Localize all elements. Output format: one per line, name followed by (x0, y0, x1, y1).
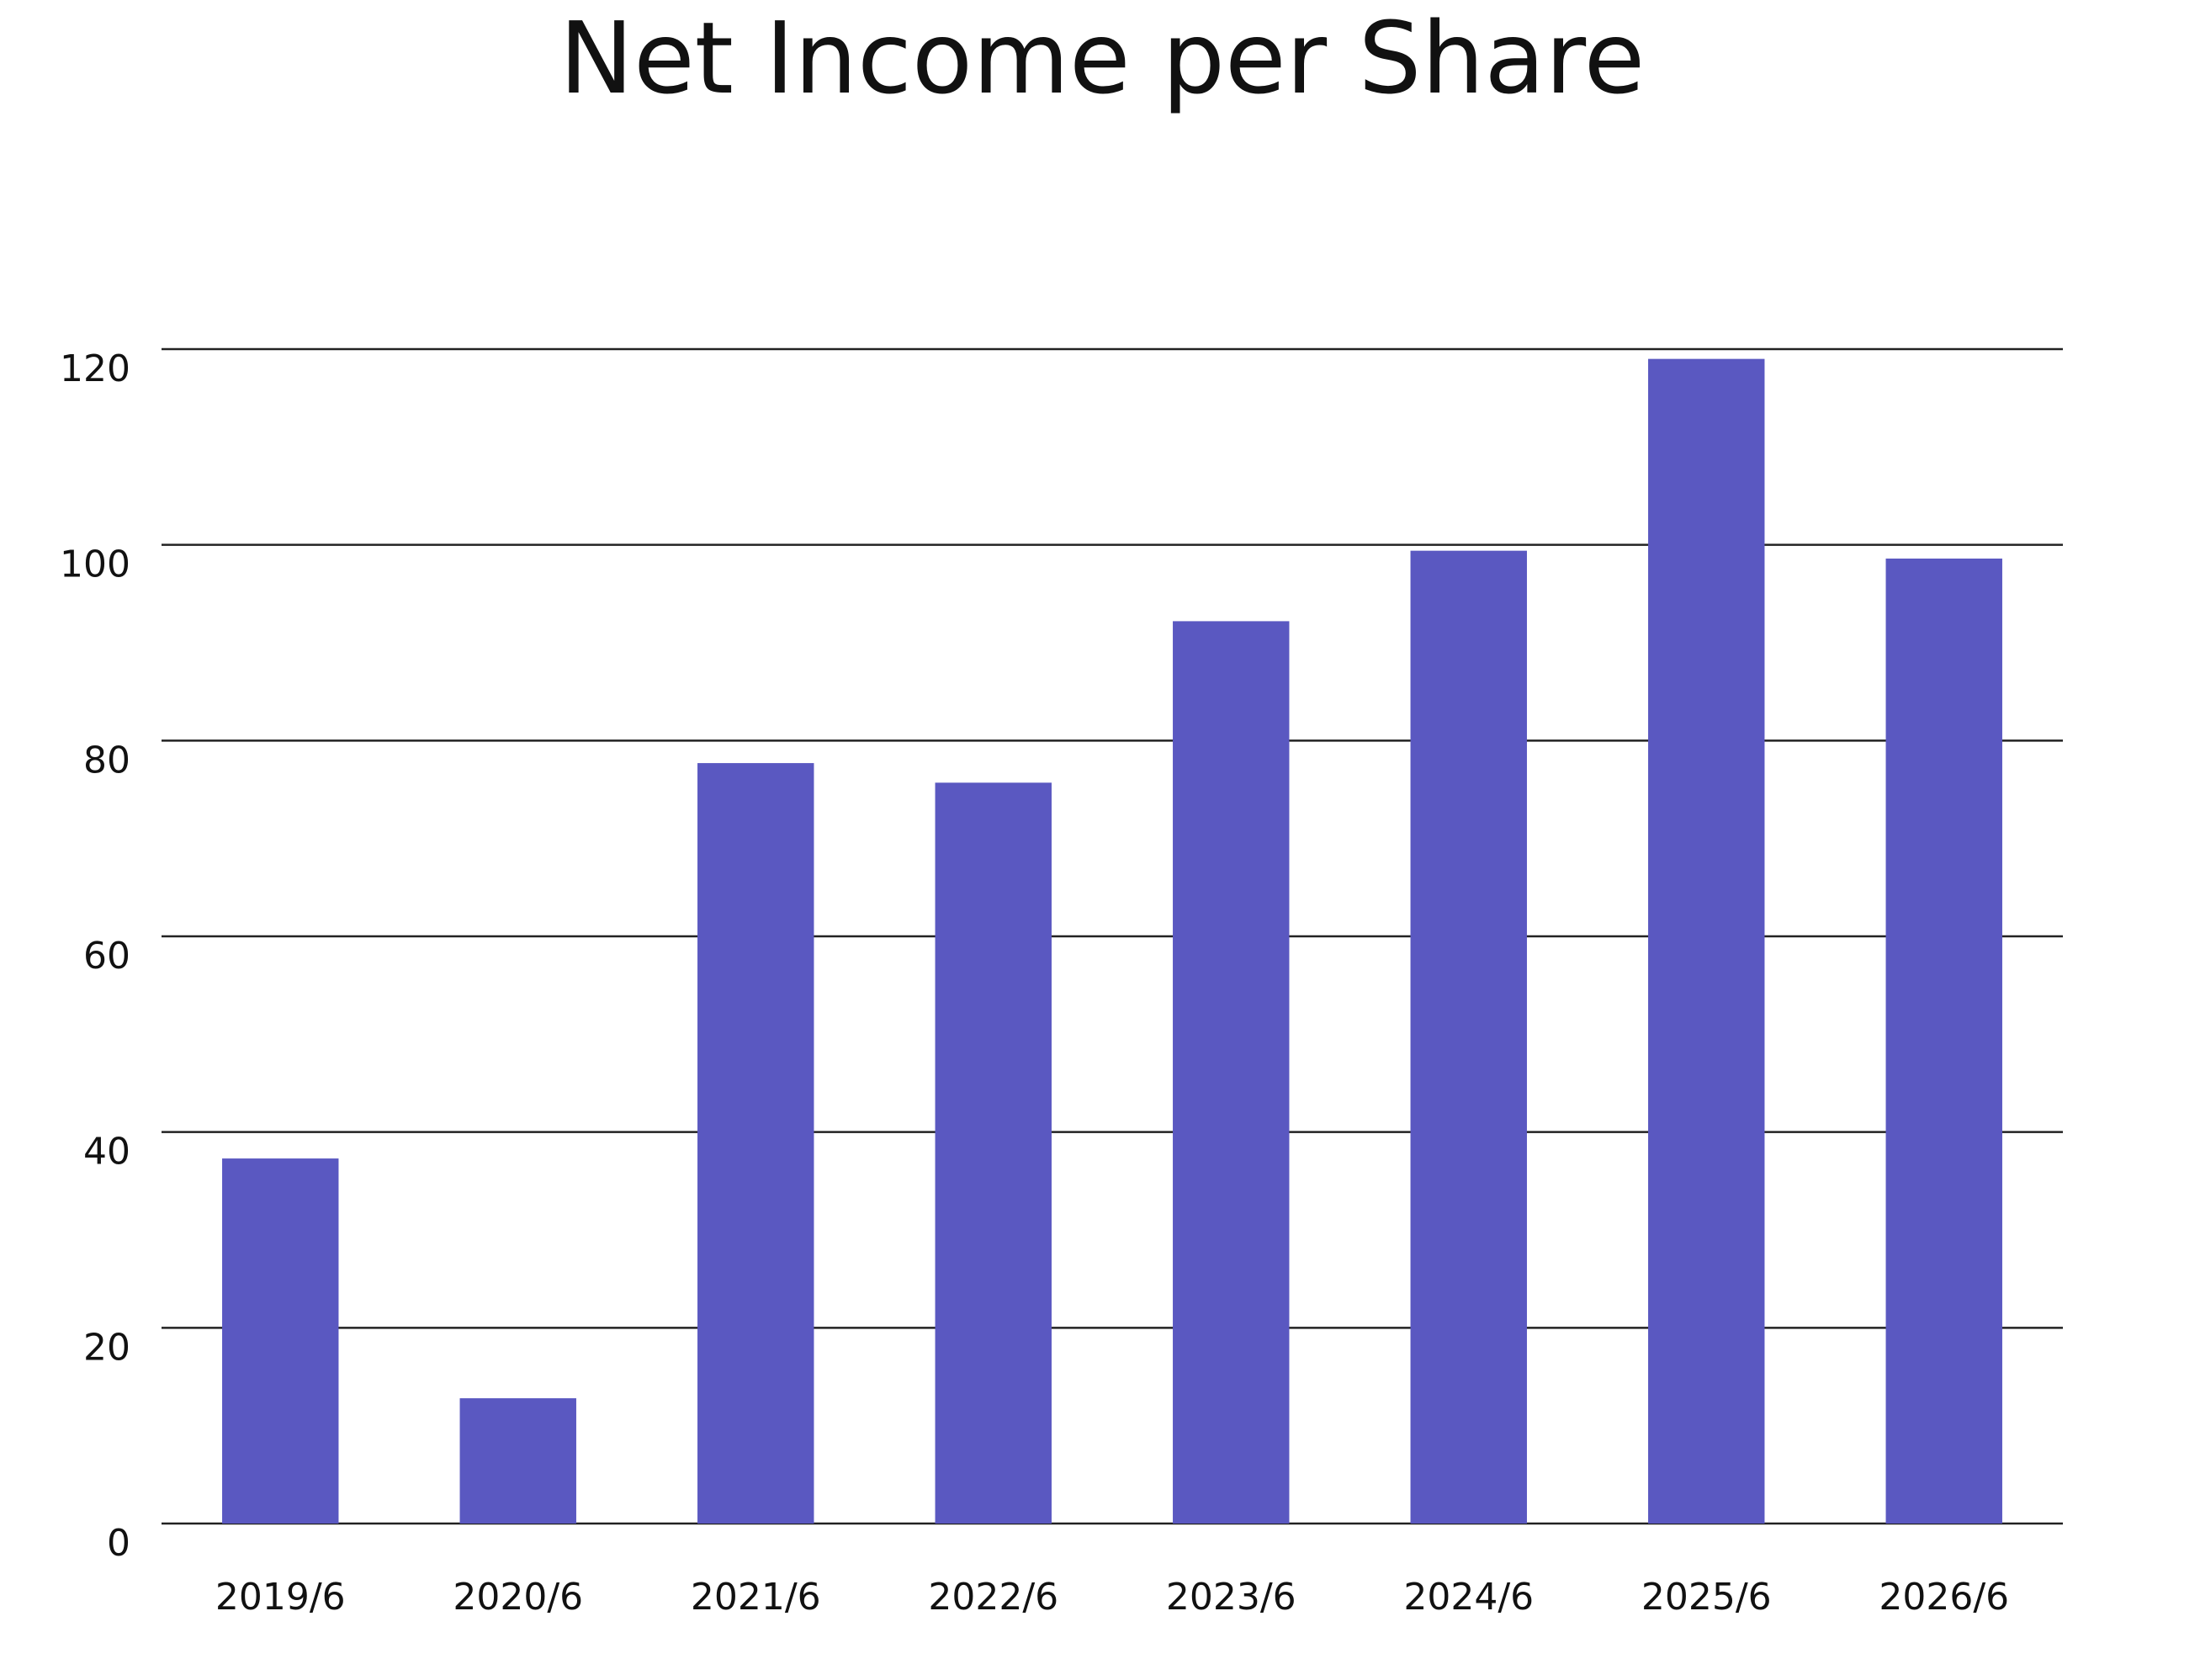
y-tick-label: 20 (83, 1326, 130, 1369)
chart-title: Net Income per Share (559, 0, 1645, 116)
x-tick-label: 2019/6 (215, 1576, 346, 1619)
bar (459, 1398, 576, 1524)
y-tick-label: 40 (83, 1131, 130, 1174)
bar (1410, 550, 1527, 1524)
y-tick-label: 120 (60, 347, 130, 390)
y-tick-label: 100 (60, 543, 130, 586)
x-tick-label: 2024/6 (1403, 1576, 1534, 1619)
x-tick-label: 2023/6 (1166, 1576, 1296, 1619)
bar (697, 763, 814, 1524)
y-tick-label: 60 (83, 935, 130, 978)
bar (935, 782, 1052, 1524)
x-tick-label: 2026/6 (1879, 1576, 2009, 1619)
y-tick-label: 0 (107, 1522, 130, 1565)
bar (222, 1158, 339, 1524)
x-tick-label: 2022/6 (928, 1576, 1058, 1619)
y-tick-label: 80 (83, 739, 130, 782)
x-tick-label: 2025/6 (1641, 1576, 1772, 1619)
x-tick-label: 2021/6 (691, 1576, 821, 1619)
bar (1173, 621, 1290, 1524)
bar (1885, 558, 2002, 1524)
x-tick-label: 2020/6 (453, 1576, 583, 1619)
bar (1648, 358, 1765, 1524)
